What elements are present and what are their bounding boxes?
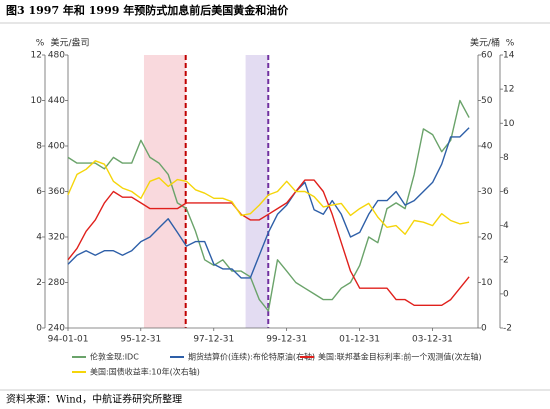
y-tick-label: 50 [481,96,493,106]
y-tick-label: 440 [48,96,65,106]
y-tick-label: 4 [503,221,509,231]
shaded-region [143,55,186,328]
y-tick-label: 8 [503,153,509,163]
y-tick-label: 60 [481,51,493,61]
axis-label: % [36,39,45,49]
x-tick-label: 99-12-31 [266,335,307,345]
y-tick-label: 240 [48,324,65,334]
y-tick-label: 20 [481,233,493,243]
x-tick-label: 03-12-31 [412,335,453,345]
axis-label: % [506,39,515,49]
y-tick-label: 320 [48,233,65,243]
y-tick-label: 10 [481,278,493,288]
y-tick-label: -2 [503,324,512,334]
series-line [67,160,470,235]
legend-label: 美国:联邦基金目标利率:前一个观测值(次左轴) [318,352,482,362]
y-tick-label: 40 [481,142,493,152]
legend-label: 期货结算价(连续):布伦特原油(右轴) [188,352,315,362]
x-tick-label: 01-12-31 [339,335,380,345]
series-line [67,179,470,306]
y-tick-label: 6 [36,187,42,197]
series-line [67,99,470,312]
x-tick-label: 94-01-01 [48,335,89,345]
y-tick-label: 8 [36,142,42,152]
y-tick-label: 6 [503,187,509,197]
legend-label: 美国:国债收益率:10年(次右轴) [90,367,200,377]
axis-label: 美元/盎司 [50,37,89,49]
y-tick-label: 400 [48,142,65,152]
y-tick-label: 2 [36,278,42,288]
x-tick-label: 95-12-31 [120,335,161,345]
y-tick-label: 0 [481,324,487,334]
series-line [67,127,470,279]
y-tick-label: 14 [503,51,515,61]
legend-label: 伦敦金现:IDC [90,352,139,362]
y-tick-label: 0 [503,289,509,299]
shaded-region [245,55,269,328]
y-tick-label: 360 [48,187,65,197]
y-tick-label: 0 [36,324,42,334]
y-tick-label: 10 [31,96,43,106]
y-tick-label: 4 [36,233,42,243]
y-tick-label: 30 [481,187,493,197]
y-tick-label: 2 [503,255,509,265]
source: 资料来源：Wind，中航证券研究所整理 [6,393,182,406]
y-tick-label: 12 [503,85,514,95]
x-tick-label: 97-12-31 [193,335,234,345]
chart-title: 图3 1997 年和 1999 年预防式加息前后美国黄金和油价 [6,3,289,17]
axis-label: 美元/桶 [470,37,500,49]
y-tick-label: 480 [48,51,65,61]
y-tick-label: 10 [503,119,515,129]
y-tick-label: 280 [48,278,65,288]
y-tick-label: 12 [31,51,42,61]
